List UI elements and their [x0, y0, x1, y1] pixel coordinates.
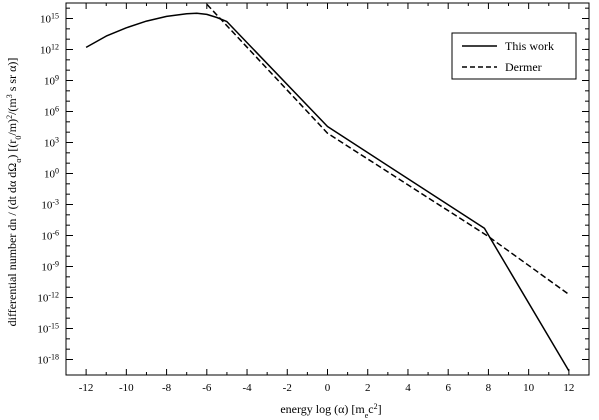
x-tick-label: 10: [523, 382, 535, 394]
series-line-this-work: [85, 12, 570, 372]
x-tick-label: 0: [325, 382, 331, 394]
x-tick-label: 4: [405, 382, 411, 394]
x-tick-label: 6: [445, 382, 451, 394]
legend-label-dermer: Dermer: [505, 60, 542, 74]
x-tick-label: -4: [242, 382, 252, 394]
y-tick-label: 1015: [40, 11, 59, 26]
legend: This work Dermer: [451, 32, 577, 80]
series-line-dermer: [204, 3, 570, 296]
y-tick-label: 10-18: [37, 352, 59, 367]
y-tick-label: 10-3: [41, 197, 59, 212]
x-axis-ticks: -12 -10 -8 -6 -4 -2 0 2 4 6 8 10 12: [65, 3, 590, 394]
y-tick-label: 106: [44, 104, 59, 119]
y-tick-label: 109: [44, 73, 59, 88]
y-axis-ticks: 10-18 10-15 10-12 10-9 10-6 10-3 100 103 106 109 1…: [37, 7, 589, 367]
y-axis-label: differential number dn / (dt dα dΩα) [(r…: [5, 58, 23, 327]
x-tick-label: -8: [162, 382, 172, 394]
y-tick-label: 10-12: [37, 290, 59, 305]
x-tick-label: 8: [486, 382, 492, 394]
series-layer: [85, 3, 570, 372]
y-tick-label: 10-9: [41, 259, 59, 274]
y-tick-label: 10-6: [41, 228, 59, 243]
x-tick-label: -12: [79, 382, 94, 394]
x-tick-label: -2: [283, 382, 292, 394]
x-tick-label: 12: [563, 382, 574, 394]
x-tick-label: -6: [202, 382, 212, 394]
legend-label-this-work: This work: [505, 39, 554, 53]
y-tick-label: 100: [44, 166, 59, 181]
y-tick-label: 103: [44, 135, 59, 150]
x-tick-label: 2: [365, 382, 371, 394]
y-tick-label: 1012: [40, 42, 59, 57]
x-tick-label: -10: [119, 382, 134, 394]
y-tick-label: 10-15: [37, 321, 59, 336]
legend-box: [451, 32, 577, 80]
x-axis-label: energy log (α) [mec2]: [280, 402, 381, 420]
